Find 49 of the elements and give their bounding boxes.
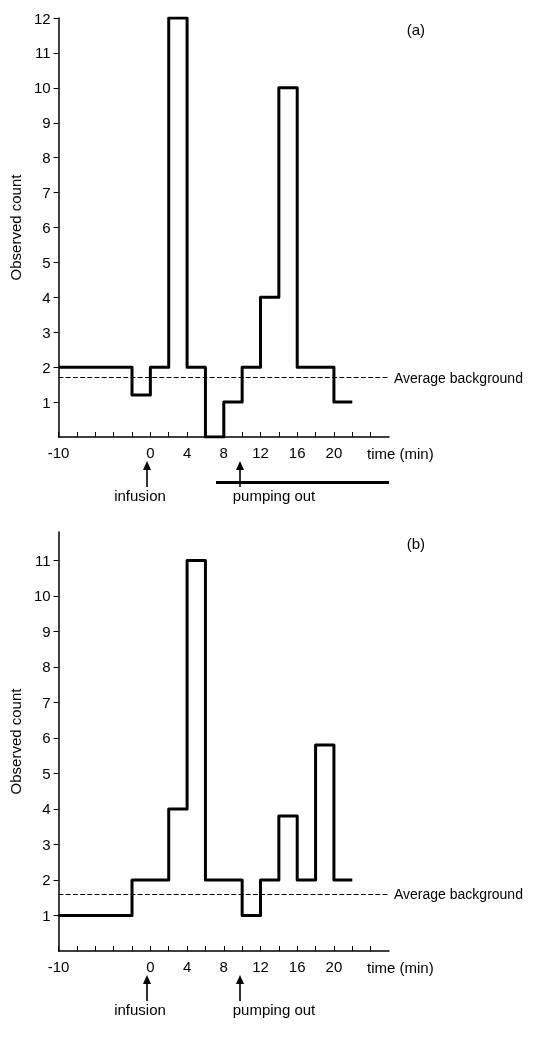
y-tick-label: 8 — [42, 658, 51, 676]
x-tick-label: 0 — [146, 444, 155, 461]
x-tick-label: 16 — [288, 958, 306, 975]
x-tick-label: 4 — [182, 444, 192, 461]
text: infusion — [113, 487, 167, 504]
y-tick-label: 5 — [42, 764, 51, 782]
text: pumping out — [231, 487, 317, 504]
y-tick-label: 4 — [42, 288, 51, 306]
text: infusion — [113, 1001, 167, 1018]
ref-line-label: Average background — [394, 369, 523, 386]
y-tick-label: 9 — [42, 114, 51, 132]
y-tick-label: 6 — [42, 219, 51, 236]
y-tick-label: 10 — [33, 79, 51, 97]
y-tick-label: 10 — [33, 587, 51, 605]
x-tick-label: 20 — [325, 444, 343, 461]
y-tick-label: 7 — [42, 184, 51, 202]
x-tick-label: 20 — [325, 958, 343, 975]
y-tick-label: 8 — [42, 149, 51, 167]
x-tick-label: 8 — [219, 444, 228, 461]
y-tick-label: 12 — [33, 9, 51, 27]
x-tick-label: -10 — [47, 958, 70, 975]
y-tick-label: 6 — [42, 729, 51, 747]
x-tick-label: 12 — [252, 444, 269, 461]
x-axis-title: time (min) — [367, 959, 434, 976]
y-tick-label: 1 — [42, 393, 51, 411]
y-tick-label: 2 — [42, 358, 51, 376]
x-tick-label: 12 — [252, 958, 269, 975]
y-tick-label: 5 — [42, 253, 51, 271]
y-tick-label: 3 — [42, 835, 51, 853]
x-tick-label: 4 — [182, 958, 192, 975]
x-tick-label: 8 — [219, 958, 228, 975]
y-tick-label: 11 — [35, 44, 51, 62]
text: (a) — [406, 21, 426, 38]
text: (b) — [406, 535, 426, 552]
x-tick-label: 0 — [146, 958, 155, 975]
y-tick-label: 7 — [42, 693, 51, 711]
x-tick-label: -10 — [47, 444, 70, 461]
ref-line-label: Average background — [394, 886, 523, 903]
x-axis-title: time (min) — [367, 445, 434, 462]
y-tick-label: 9 — [42, 622, 51, 640]
y-tick-label: 1 — [42, 906, 51, 924]
y-axis-title: Observed count — [7, 173, 24, 281]
y-tick-label: 2 — [42, 871, 51, 889]
y-tick-label: 11 — [35, 551, 51, 569]
y-axis-title: Observed count — [7, 687, 24, 795]
y-tick-label: 3 — [42, 323, 51, 341]
x-tick-label: 16 — [288, 444, 306, 461]
y-tick-label: 4 — [42, 800, 51, 818]
text: pumping out — [231, 1001, 317, 1018]
